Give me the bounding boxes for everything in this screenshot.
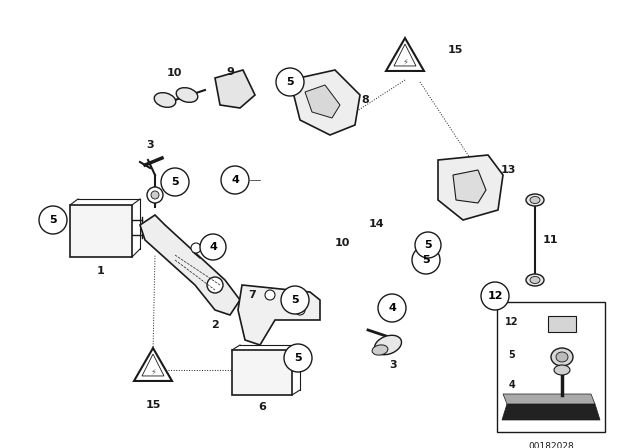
Ellipse shape	[154, 93, 176, 108]
Text: 3: 3	[389, 360, 397, 370]
Ellipse shape	[530, 276, 540, 284]
Text: 00182028: 00182028	[528, 442, 574, 448]
Circle shape	[412, 246, 440, 274]
Text: 11: 11	[542, 235, 557, 245]
Text: 10: 10	[334, 238, 349, 248]
Polygon shape	[548, 316, 576, 332]
Text: 8: 8	[361, 95, 369, 105]
Circle shape	[221, 166, 249, 194]
Circle shape	[284, 344, 312, 372]
Text: 5: 5	[171, 177, 179, 187]
Ellipse shape	[551, 348, 573, 366]
Polygon shape	[386, 38, 424, 71]
Text: 5: 5	[286, 77, 294, 87]
Text: 5: 5	[49, 215, 57, 225]
Text: 4: 4	[231, 175, 239, 185]
Text: 10: 10	[166, 68, 182, 78]
Bar	[232, 350, 292, 395]
Bar	[497, 302, 605, 432]
Text: 4: 4	[388, 303, 396, 313]
Circle shape	[481, 282, 509, 310]
Polygon shape	[438, 155, 503, 220]
Polygon shape	[215, 70, 255, 108]
Circle shape	[281, 286, 309, 314]
Circle shape	[295, 305, 305, 315]
Ellipse shape	[374, 335, 401, 355]
Circle shape	[415, 232, 441, 258]
Circle shape	[39, 206, 67, 234]
Polygon shape	[453, 170, 486, 203]
Ellipse shape	[372, 345, 388, 355]
Text: 3: 3	[146, 140, 154, 150]
Ellipse shape	[554, 365, 570, 375]
Text: 5: 5	[422, 255, 430, 265]
Circle shape	[161, 168, 189, 196]
Text: 15: 15	[447, 45, 463, 55]
Circle shape	[151, 191, 159, 199]
Polygon shape	[290, 70, 360, 135]
Circle shape	[200, 234, 226, 260]
Text: 15: 15	[145, 400, 161, 409]
Circle shape	[147, 187, 163, 203]
Polygon shape	[134, 348, 172, 381]
Text: 13: 13	[500, 165, 516, 175]
Text: 5: 5	[294, 353, 302, 363]
Text: 9: 9	[226, 67, 234, 77]
Ellipse shape	[526, 194, 544, 206]
Text: 14: 14	[368, 219, 384, 229]
Text: 6: 6	[258, 402, 266, 412]
Polygon shape	[502, 404, 600, 420]
Ellipse shape	[556, 352, 568, 362]
Ellipse shape	[530, 197, 540, 203]
Text: 4: 4	[209, 242, 217, 252]
Text: 5: 5	[291, 295, 299, 305]
Text: 12: 12	[505, 317, 519, 327]
Circle shape	[378, 294, 406, 322]
Circle shape	[276, 68, 304, 96]
Circle shape	[191, 243, 201, 253]
Text: 12: 12	[487, 291, 503, 301]
Ellipse shape	[526, 274, 544, 286]
Bar	[70, 205, 132, 257]
Polygon shape	[140, 215, 240, 315]
Ellipse shape	[176, 88, 198, 102]
Polygon shape	[305, 85, 340, 118]
Circle shape	[207, 277, 223, 293]
Text: 5: 5	[509, 350, 515, 360]
Polygon shape	[503, 394, 595, 404]
Text: 2: 2	[211, 320, 219, 330]
Text: 5: 5	[424, 240, 432, 250]
Polygon shape	[238, 285, 320, 345]
Text: 1: 1	[97, 266, 105, 276]
Text: 7: 7	[248, 290, 256, 300]
Text: ⚡: ⚡	[402, 57, 408, 66]
Text: ⚡: ⚡	[150, 367, 156, 376]
Text: 4: 4	[509, 380, 515, 390]
Circle shape	[265, 290, 275, 300]
